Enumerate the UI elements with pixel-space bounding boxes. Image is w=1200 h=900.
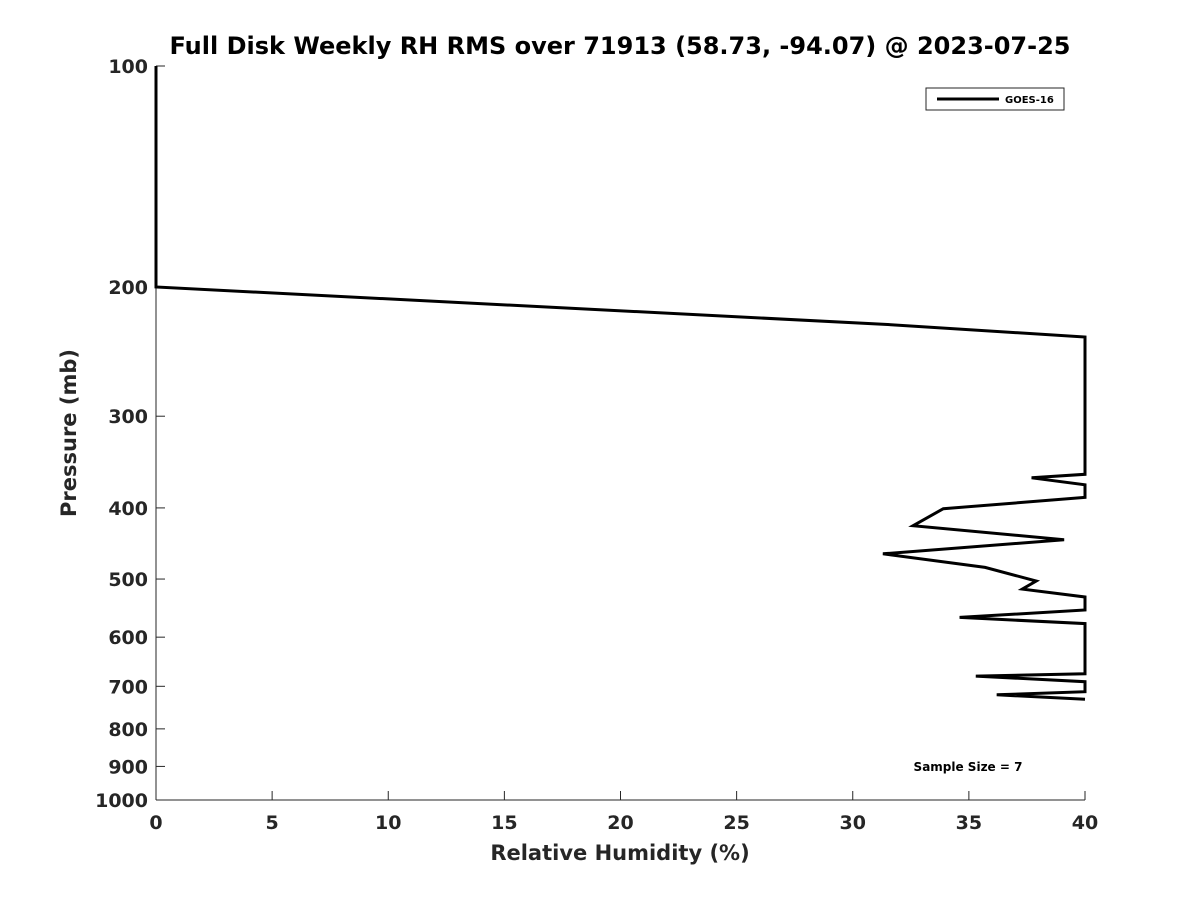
x-tick-label: 5 <box>266 812 279 834</box>
y-tick-label: 200 <box>108 277 148 299</box>
x-tick-label: 30 <box>840 812 866 834</box>
y-tick-label: 1000 <box>95 790 148 812</box>
y-tick-label: 800 <box>108 719 148 741</box>
y-tick-label: 600 <box>108 627 148 649</box>
y-tick-label: 500 <box>108 569 148 591</box>
x-tick-label: 35 <box>956 812 982 834</box>
x-tick-label: 0 <box>149 812 162 834</box>
chart-title: Full Disk Weekly RH RMS over 71913 (58.7… <box>169 32 1070 60</box>
legend-label-goes16: GOES-16 <box>1005 95 1054 106</box>
x-tick-label: 25 <box>723 812 749 834</box>
sample-size-annotation: Sample Size = 7 <box>914 760 1023 774</box>
x-axis-label: Relative Humidity (%) <box>490 841 749 865</box>
plot-axes: 0 5 10 15 20 25 30 35 40 100 200 300 400 500 600 700 800… <box>95 56 1098 834</box>
x-tick-label: 20 <box>607 812 633 834</box>
y-tick-label: 700 <box>108 676 148 698</box>
y-axis-label: Pressure (mb) <box>57 349 81 517</box>
y-tick-label: 400 <box>108 498 148 520</box>
y-tick-label: 100 <box>108 56 148 78</box>
series-layer <box>154 66 1087 701</box>
y-tick-label: 300 <box>108 406 148 428</box>
x-tick-label: 10 <box>375 812 401 834</box>
series-line-0 <box>154 66 1087 701</box>
legend: GOES-16 <box>925 87 1065 111</box>
x-tick-label: 15 <box>491 812 517 834</box>
x-tick-label: 40 <box>1072 812 1098 834</box>
y-tick-label: 900 <box>108 756 148 778</box>
